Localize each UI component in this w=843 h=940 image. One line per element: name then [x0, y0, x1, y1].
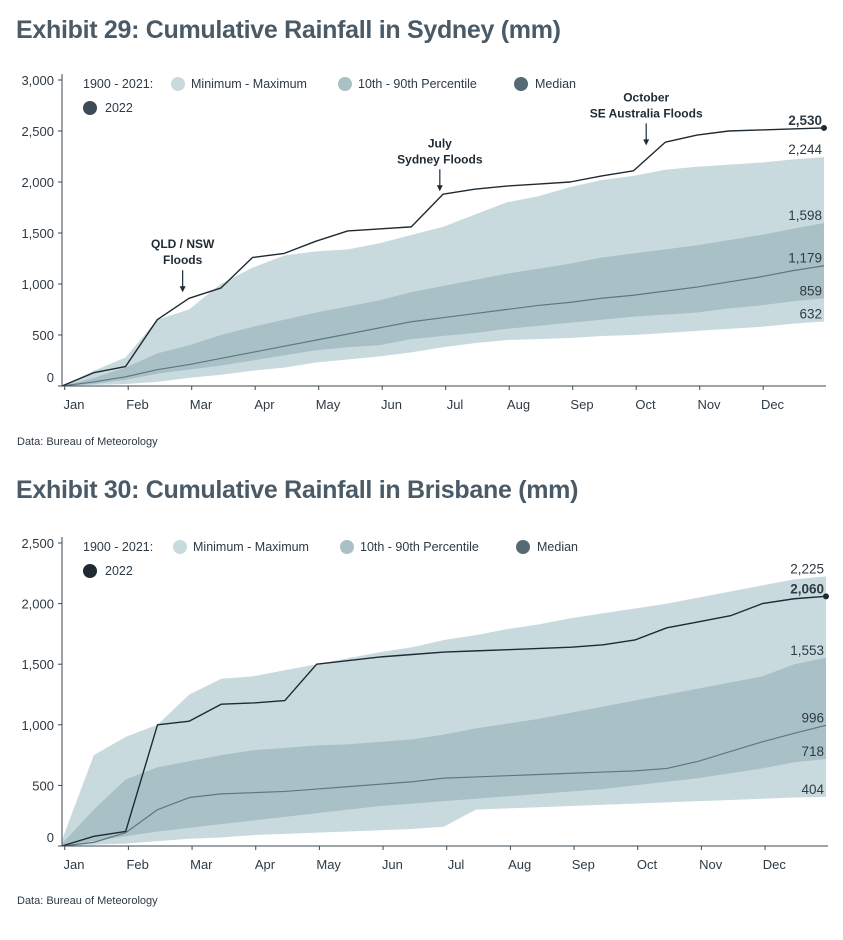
- x-tick-label: Dec: [763, 857, 787, 872]
- x-tick-label: Oct: [637, 857, 658, 872]
- end-value-label: 2,530: [788, 113, 822, 128]
- end-value-label: 2,225: [790, 561, 824, 576]
- legend-swatch: [173, 540, 187, 554]
- y-tick-label: 500: [32, 778, 54, 793]
- x-tick-label: Sep: [572, 857, 595, 872]
- end-value-label: 1,553: [790, 643, 824, 658]
- x-tick-label: May: [316, 397, 341, 412]
- x-tick-label: Feb: [126, 857, 148, 872]
- x-tick-label: Apr: [254, 397, 275, 412]
- x-tick-label: Jul: [448, 857, 465, 872]
- x-tick-label: Feb: [126, 397, 148, 412]
- x-tick-label: Mar: [190, 397, 213, 412]
- sydney-rainfall-chart: 0 500 1,000 1,500 2,000 2,500 3,000 Jan Feb Mar Ap…: [21, 73, 827, 412]
- endpoint-2022: [821, 124, 827, 131]
- x-tick-label: Jan: [64, 857, 85, 872]
- x-tick-label: Jan: [64, 397, 85, 412]
- annotation-text: Sydney Floods: [397, 152, 483, 166]
- percentile-band: [62, 223, 824, 386]
- exhibit-sydney: Exhibit 29: Cumulative Rainfall in Sydne…: [0, 0, 843, 460]
- data-source: Data: Bureau of Meteorology: [17, 895, 158, 907]
- chart-title: Exhibit 30: Cumulative Rainfall in Brisb…: [16, 476, 579, 504]
- legend-swatch: [171, 77, 185, 91]
- end-value-label: 996: [801, 710, 824, 725]
- legend-period-label: 1900 - 2021:: [83, 540, 153, 554]
- legend-swatch: [338, 77, 352, 91]
- median-line: [61, 724, 827, 847]
- annotation-text: July: [428, 136, 452, 150]
- x-tick-label: Sep: [570, 397, 593, 412]
- x-tick-label: Nov: [699, 857, 723, 872]
- endpoint-2022: [823, 593, 829, 600]
- x-tick-label: Jul: [447, 397, 464, 412]
- x-tick-label: Aug: [507, 397, 530, 412]
- line-2022: [61, 595, 827, 847]
- legend-swatch: [514, 77, 528, 91]
- flood-annotation: July Sydney Floods: [397, 136, 483, 192]
- end-value-label: 2,060: [790, 581, 824, 596]
- legend-swatch: [83, 564, 97, 578]
- x-tick-label: Mar: [190, 857, 213, 872]
- legend-swatch: [516, 540, 530, 554]
- legend-swatch: [340, 540, 354, 554]
- x-tick-label: Apr: [255, 857, 276, 872]
- annotation-arrowhead: [179, 286, 186, 293]
- flood-annotation: QLD / NSW Floods: [151, 237, 215, 293]
- legend-label: Median: [537, 540, 578, 554]
- x-tick-label: Oct: [635, 397, 656, 412]
- annotation-arrowhead: [436, 185, 443, 192]
- x-tick-label: Aug: [508, 857, 531, 872]
- y-tick-label: 2,500: [21, 536, 54, 551]
- y-tick-label: 1,500: [21, 657, 54, 672]
- percentile-band: [62, 657, 826, 846]
- y-tick-label: 2,500: [21, 124, 54, 139]
- y-tick-label: 500: [32, 328, 54, 343]
- legend-period-label: 1900 - 2021:: [83, 77, 153, 91]
- y-tick-label: 1,000: [21, 277, 54, 292]
- y-tick-label: 1,000: [21, 718, 54, 733]
- y-tick-label: 2,000: [21, 175, 54, 190]
- end-value-label: 718: [801, 744, 824, 759]
- legend-swatch: [83, 101, 97, 115]
- legend-label: Median: [535, 77, 576, 91]
- end-value-label: 859: [799, 283, 822, 298]
- x-tick-label: Dec: [761, 397, 785, 412]
- y-tick-label: 2,000: [21, 597, 54, 612]
- annotation-text: October: [623, 90, 669, 104]
- legend-label: 10th - 90th Percentile: [358, 77, 477, 91]
- y-tick-label: 0: [47, 830, 54, 845]
- annotation-text: Floods: [163, 253, 203, 267]
- annotation-arrowhead: [643, 139, 650, 146]
- end-value-label: 1,179: [788, 251, 822, 266]
- y-tick-label: 1,500: [21, 226, 54, 241]
- flood-annotation: October SE Australia Floods: [590, 90, 703, 146]
- x-tick-label: Jun: [381, 397, 402, 412]
- end-value-label: 2,244: [788, 142, 822, 157]
- legend-label: Minimum - Maximum: [191, 77, 307, 91]
- x-tick-label: Nov: [697, 397, 721, 412]
- end-value-label: 404: [801, 782, 824, 797]
- legend-label: 10th - 90th Percentile: [360, 540, 479, 554]
- line-2022: [61, 127, 825, 387]
- legend-label: 2022: [105, 564, 133, 578]
- chart-title: Exhibit 29: Cumulative Rainfall in Sydne…: [16, 16, 561, 44]
- legend-label: Minimum - Maximum: [193, 540, 309, 554]
- x-tick-label: May: [316, 857, 341, 872]
- exhibit-brisbane: Exhibit 30: Cumulative Rainfall in Brisb…: [0, 460, 843, 925]
- annotation-text: SE Australia Floods: [590, 106, 703, 120]
- y-tick-label: 0: [47, 370, 54, 385]
- end-value-label: 1,598: [788, 208, 822, 223]
- end-value-label: 632: [799, 307, 822, 322]
- data-source: Data: Bureau of Meteorology: [17, 436, 158, 448]
- brisbane-rainfall-chart: 0 500 1,000 1,500 2,000 2,500 Jan Feb Mar Apr May J…: [21, 536, 829, 872]
- median-line: [61, 265, 825, 387]
- y-tick-label: 3,000: [21, 73, 54, 88]
- annotation-text: QLD / NSW: [151, 237, 215, 251]
- legend-label: 2022: [105, 101, 133, 115]
- x-tick-label: Jun: [382, 857, 403, 872]
